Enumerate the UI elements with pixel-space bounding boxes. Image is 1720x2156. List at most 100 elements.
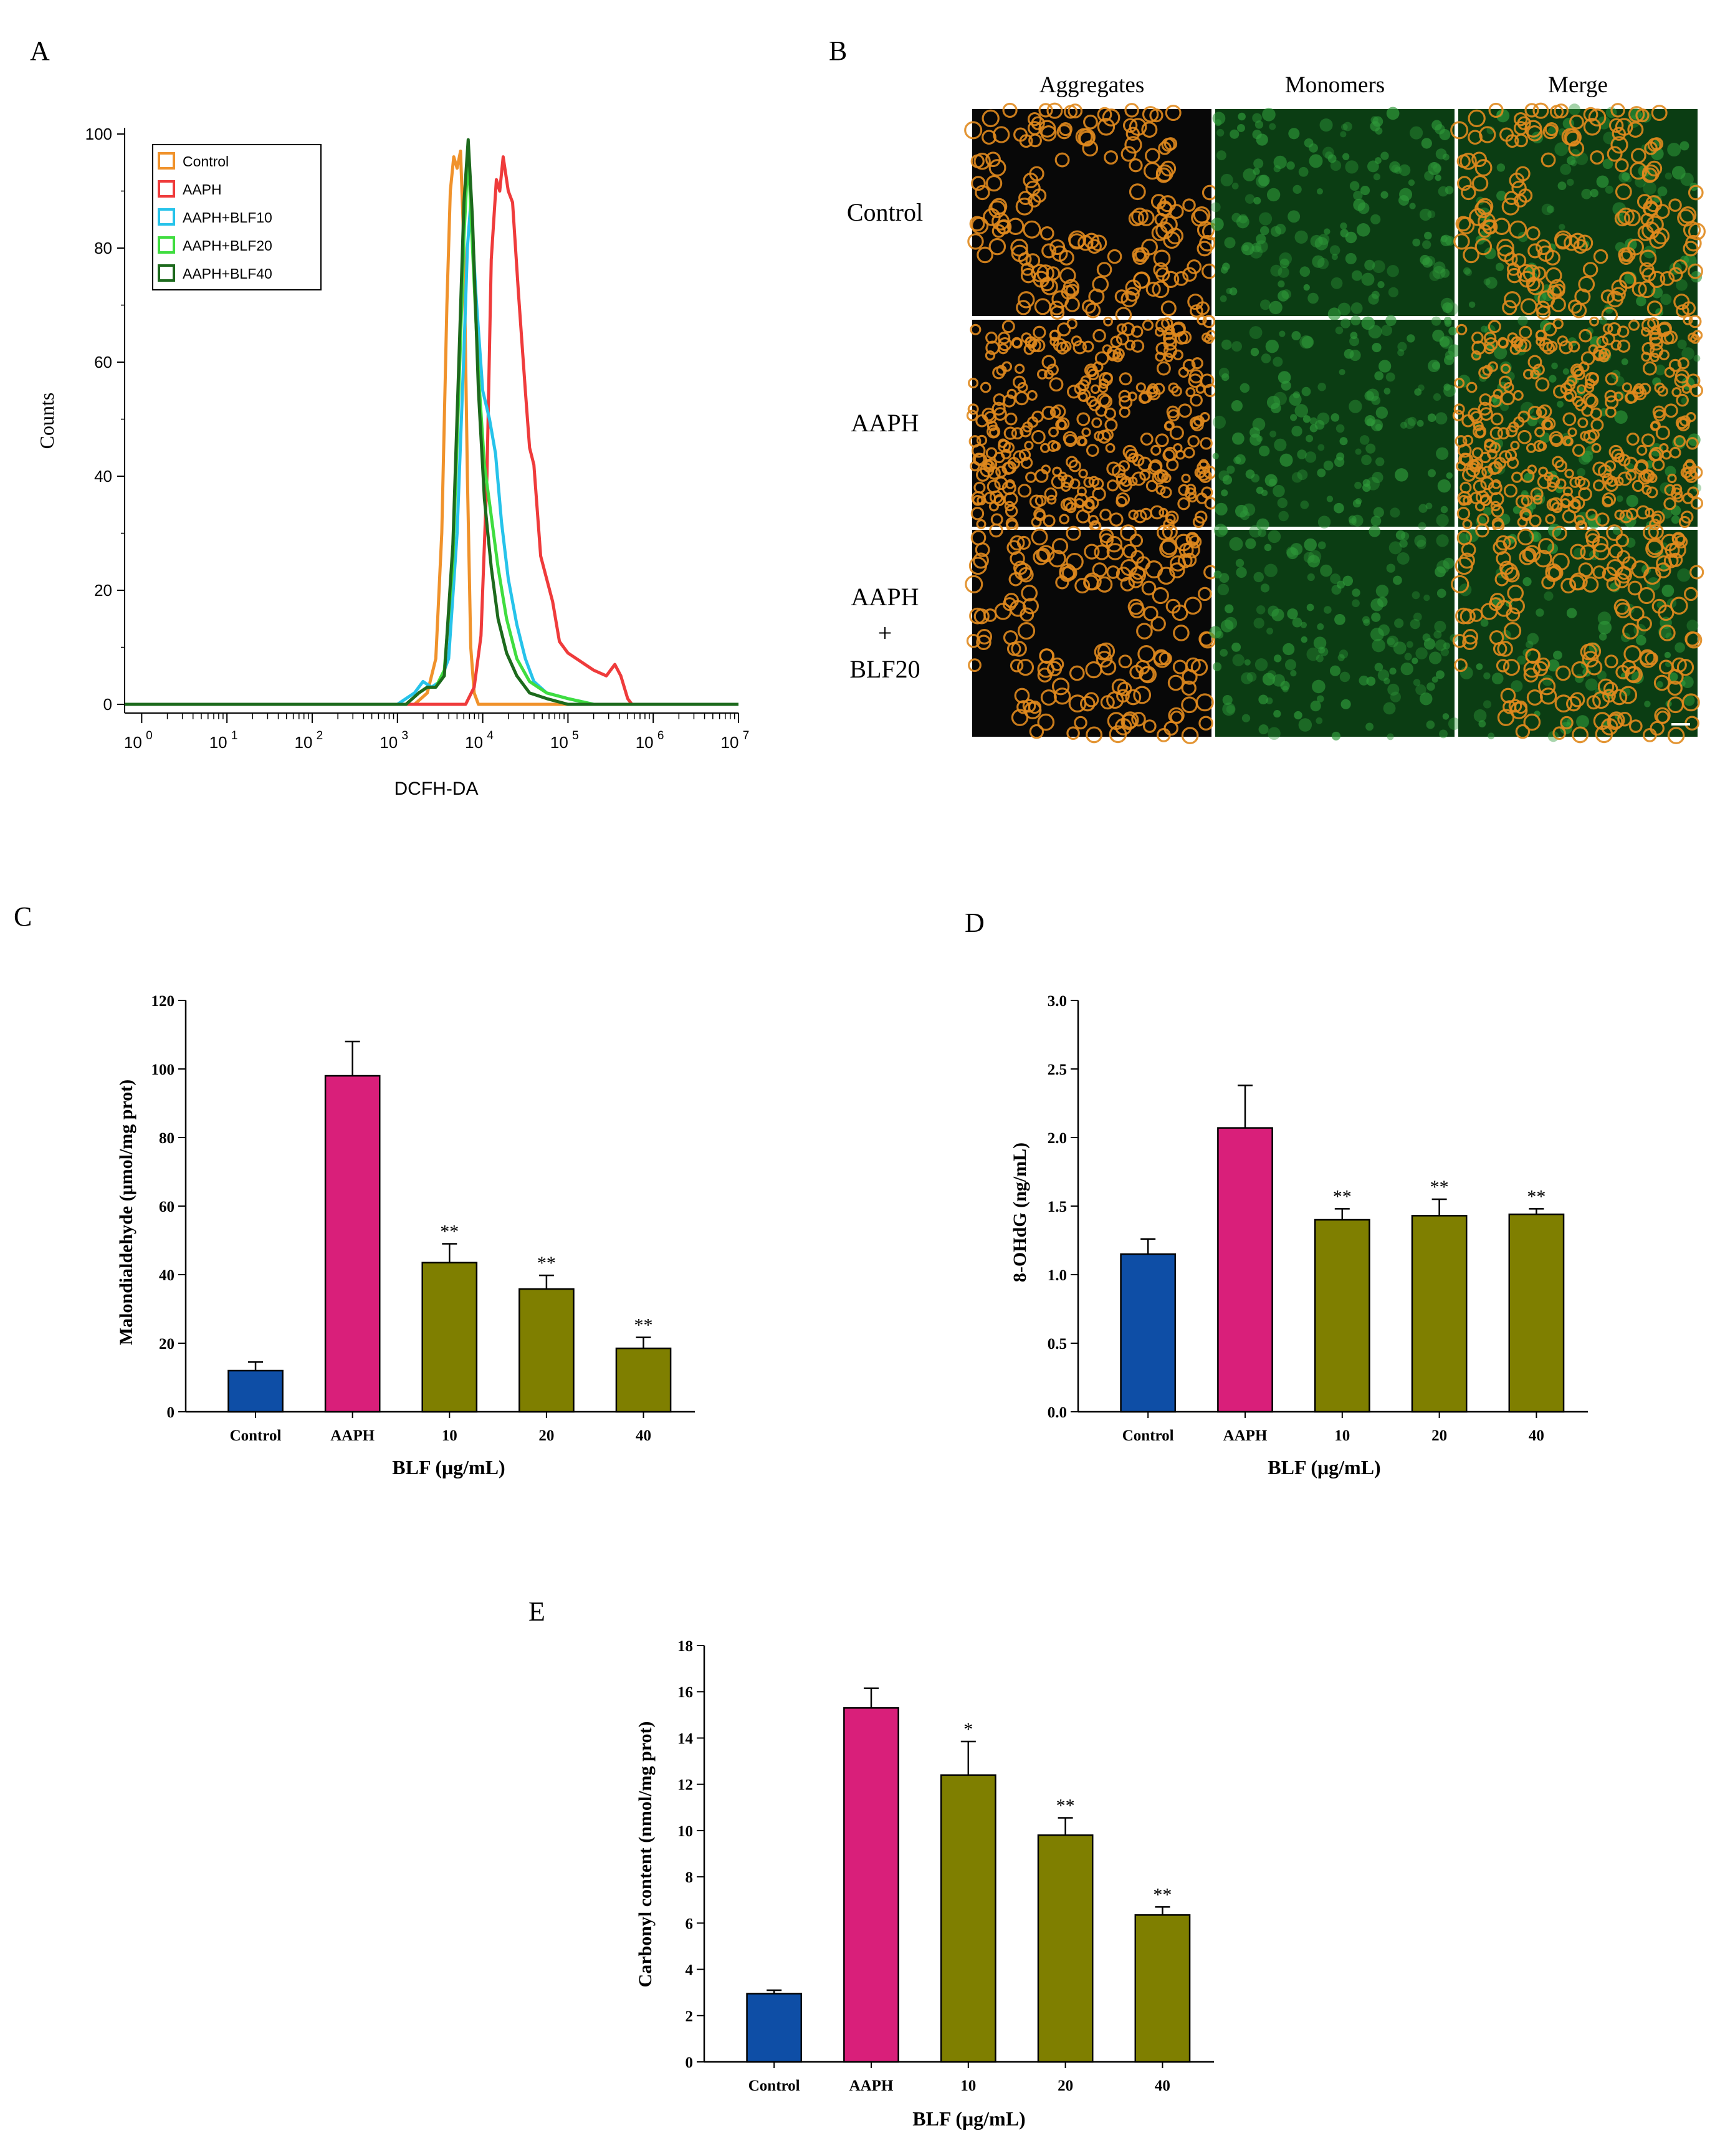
scale-bar [1671, 723, 1690, 726]
aggregate-ring [1471, 340, 1486, 355]
x-tick-label: Control [1122, 1427, 1174, 1444]
monomer-dot [1355, 498, 1362, 505]
monomer-dot [1331, 413, 1340, 422]
aggregate-ring [1638, 280, 1656, 299]
bar [518, 1288, 575, 1413]
monomer-dot [1291, 472, 1302, 483]
aggregate-ring [970, 323, 982, 335]
monomer-dot [1286, 161, 1295, 170]
aggregate-ring [1197, 221, 1215, 239]
monomer-dot [1329, 245, 1340, 256]
aggregate-ring [1024, 441, 1034, 451]
aggregate-ring [1129, 183, 1146, 201]
aggregate-ring [1190, 418, 1204, 431]
monomer-dot [1440, 648, 1450, 656]
monomer-dot [1279, 252, 1292, 266]
aggregate-ring [1497, 709, 1515, 726]
legend-label: AAPH+BLF20 [183, 237, 272, 254]
aggregate-ring [989, 523, 1003, 538]
monomer-dot [1274, 438, 1287, 451]
aggregate-ring [1103, 316, 1113, 327]
aggregate-ring [970, 507, 985, 520]
y-tick-label: 2 [686, 2008, 694, 2025]
aggregate-ring [1141, 121, 1158, 138]
monomer-dot [1292, 184, 1302, 194]
aggregate-ring [1066, 726, 1080, 740]
aggregate-ring [1571, 661, 1589, 679]
legend-swatch [158, 208, 175, 226]
aggregate-ring [1559, 340, 1573, 355]
aggregate-ring [1005, 504, 1018, 518]
aggregate-ring [1173, 625, 1190, 641]
aggregate-ring [1059, 267, 1076, 284]
aggregate-ring [1535, 377, 1550, 392]
monomer-dot [1268, 530, 1281, 544]
aggregate-ring [1086, 726, 1103, 744]
monomer-dot [1279, 330, 1286, 337]
aggregate-ring [988, 159, 1006, 177]
aggregate-ring [1039, 277, 1054, 292]
aggregate-ring [1669, 446, 1681, 459]
x-tick-exponent: 3 [401, 729, 408, 742]
monomer-dot [1671, 166, 1686, 180]
monomer-dot [1481, 325, 1488, 333]
aggregate-ring [1623, 456, 1638, 471]
aggregate-ring [1150, 194, 1167, 209]
aggregate-ring [1567, 427, 1577, 438]
aggregate-ring [1572, 444, 1585, 457]
aggregate-ring [1639, 249, 1657, 267]
monomer-dot [1266, 628, 1274, 635]
legend-label: AAPH+BLF10 [183, 209, 272, 226]
monomer-dot [1383, 678, 1390, 684]
aggregate-ring [1571, 496, 1585, 510]
monomer-dot [1253, 572, 1264, 583]
monomer-dot [1667, 143, 1681, 157]
aggregate-ring [1124, 103, 1139, 118]
aggregate-ring [1606, 577, 1621, 592]
monomer-dot [1213, 415, 1226, 429]
aggregate-ring [1552, 456, 1564, 468]
monomer-dot [1553, 650, 1562, 660]
monomer-dot [1375, 406, 1388, 419]
monomer-dot [1693, 355, 1701, 362]
aggregate-ring [1143, 606, 1159, 621]
aggregate-ring [1059, 514, 1070, 525]
monomer-dot [1375, 457, 1385, 466]
aggregate-ring [1163, 344, 1177, 358]
monomer-dot [1569, 103, 1580, 115]
monomer-dot [1215, 502, 1228, 515]
aggregate-ring [1020, 262, 1034, 276]
aggregate-ring [1096, 262, 1112, 277]
aggregate-ring [1649, 328, 1661, 340]
aggregate-ring [1119, 372, 1132, 386]
monomer-dot [1665, 172, 1672, 180]
aggregate-ring [1049, 377, 1064, 392]
aggregate-ring [1541, 152, 1556, 168]
aggregate-ring [1607, 476, 1618, 487]
aggregate-ring [1561, 128, 1579, 146]
aggregate-ring [1023, 220, 1041, 239]
aggregate-ring [966, 410, 978, 421]
aggregate-ring [1129, 158, 1143, 173]
aggregate-ring [997, 332, 1011, 345]
aggregate-ring [1547, 565, 1564, 581]
aggregate-ring [1607, 714, 1623, 731]
aggregate-ring [1118, 654, 1132, 669]
aggregate-ring [1522, 547, 1537, 562]
aggregate-ring [1523, 713, 1541, 731]
aggregate-ring [1122, 118, 1138, 133]
aggregate-ring [1120, 577, 1135, 592]
aggregate-ring [1506, 262, 1521, 276]
aggregate-ring [1006, 218, 1025, 236]
aggregate-ring [1614, 476, 1624, 486]
aggregate-ring [1069, 665, 1085, 681]
aggregate-ring [1159, 540, 1178, 558]
monomer-dot [1214, 524, 1228, 537]
micrograph-monomers-1 [1210, 107, 1459, 321]
monomer-dot [1351, 514, 1364, 527]
aggregate-ring [1671, 484, 1683, 494]
aggregate-ring [988, 427, 1000, 438]
aggregate-ring [1551, 284, 1565, 298]
aggregate-ring [1143, 161, 1162, 180]
monomer-dot [1375, 127, 1383, 135]
